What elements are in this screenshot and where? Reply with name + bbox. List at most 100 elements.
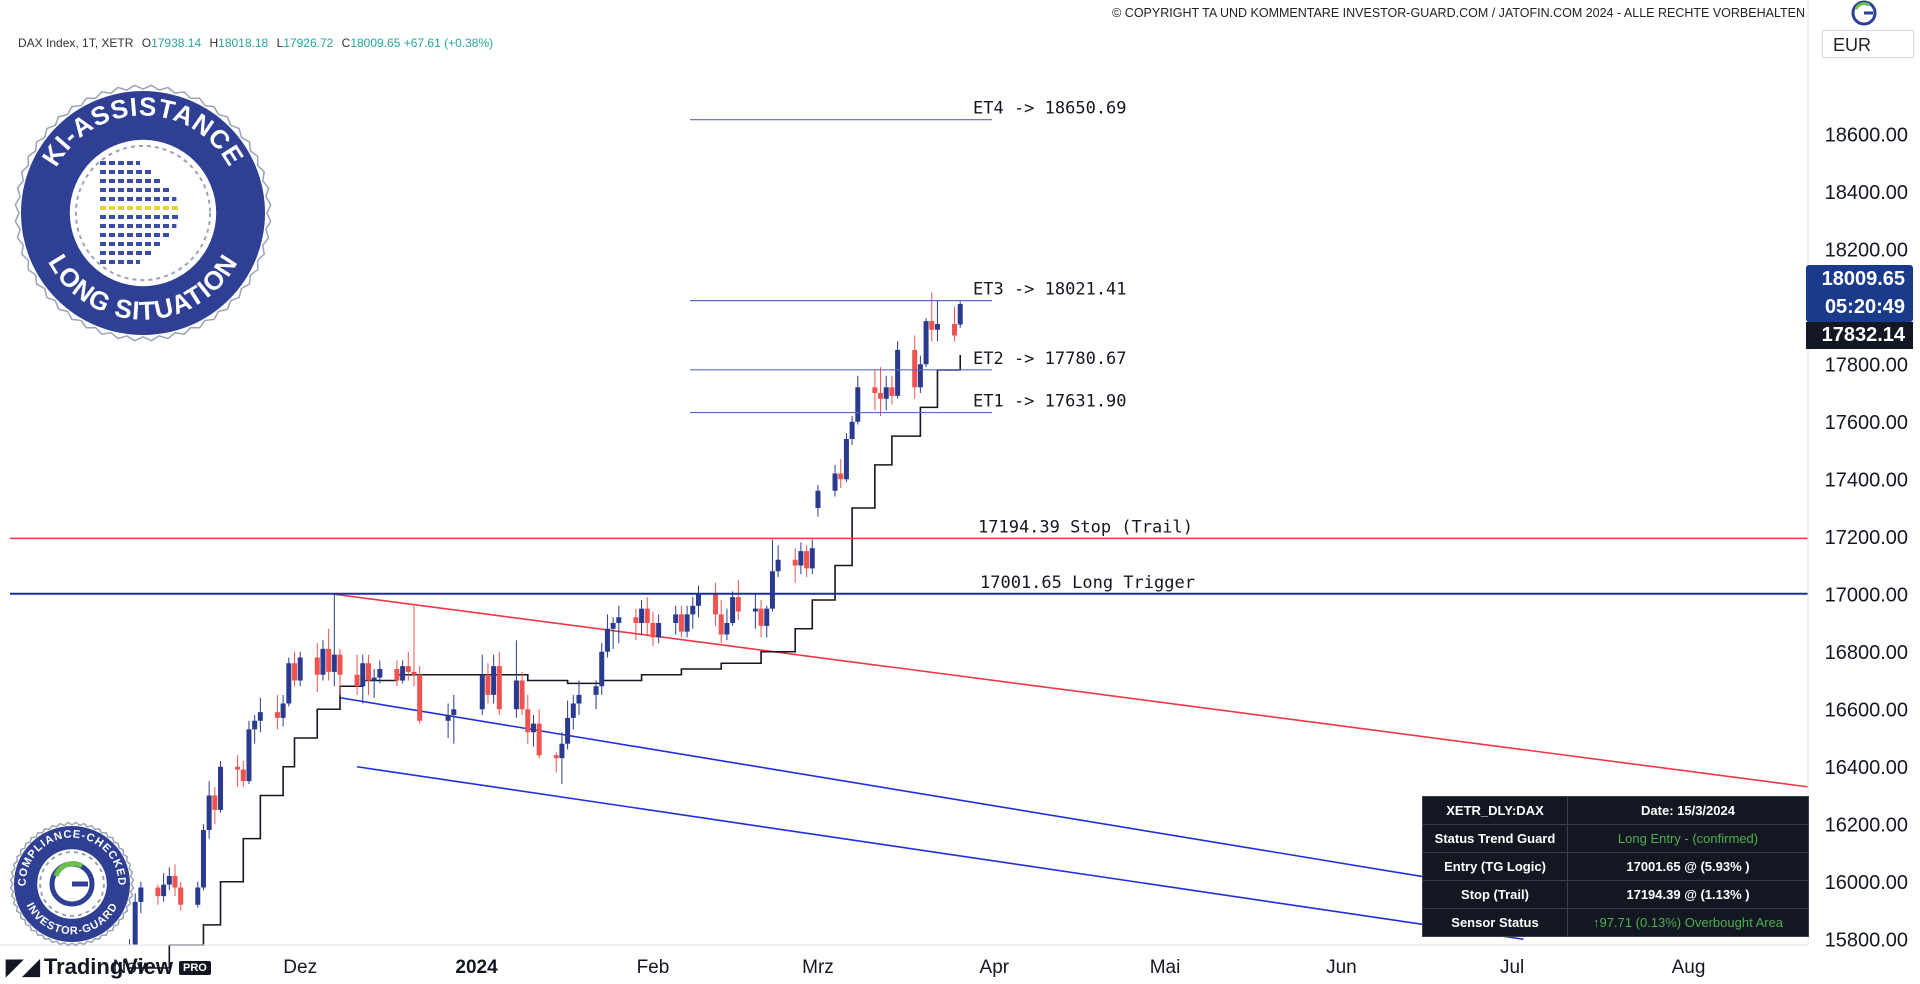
candle (752, 594, 758, 629)
price-tick-label: 16200.00 (1825, 814, 1908, 836)
level-label: ET3 -> 18021.41 (973, 280, 1127, 300)
candle (809, 539, 815, 575)
candle (479, 654, 485, 715)
currency-selector[interactable]: EUR (1822, 30, 1914, 58)
candle (218, 761, 224, 813)
tradingview-logo[interactable]: ◤◢ TradingView PRO (6, 954, 211, 980)
candle (929, 292, 935, 342)
candle-body (200, 830, 206, 888)
candle (138, 881, 144, 914)
candle-body (496, 666, 502, 710)
candle-body (178, 887, 184, 905)
candle (496, 651, 502, 715)
candle (240, 761, 246, 787)
candle-body (371, 677, 377, 681)
candle (365, 654, 371, 695)
candle (718, 600, 724, 644)
candle-body (633, 617, 639, 623)
trail-price-tag: 17832.14 (1806, 322, 1913, 349)
candle-body (883, 387, 889, 399)
candle (485, 663, 491, 704)
candle-body (895, 349, 901, 396)
candle-body (934, 324, 940, 330)
candle (735, 579, 741, 621)
candle (713, 582, 719, 626)
status-table: XETR_DLY:DAX Date: 15/3/2024 Status Tren… (1422, 796, 1809, 937)
candle-body (809, 548, 815, 569)
candle (337, 648, 343, 695)
price-tick-label: 16800.00 (1825, 642, 1908, 664)
candle-body (365, 663, 371, 681)
candle (530, 715, 536, 747)
candle-body (798, 551, 804, 566)
candle (775, 545, 781, 577)
candle-body (576, 694, 582, 704)
candle (553, 752, 559, 773)
candle (559, 732, 565, 784)
ohlc-legend: DAX Index, 1T, XETR O17938.14 H18018.18 … (18, 36, 493, 50)
candle-body (491, 666, 497, 695)
candle (656, 614, 662, 644)
change-value: +67.61 (+0.38%) (403, 36, 494, 50)
price-tick-label: 16400.00 (1825, 757, 1908, 779)
candle-body (843, 439, 849, 480)
candle-body (172, 876, 178, 888)
price-tick-label: 17600.00 (1825, 412, 1908, 434)
candle (536, 709, 542, 759)
status-label-symbol: XETR_DLY:DAX (1422, 796, 1568, 825)
candle (633, 608, 639, 641)
candle (673, 605, 679, 635)
candle (331, 594, 337, 687)
candle (286, 657, 292, 707)
time-tick-label: 2024 (455, 957, 498, 978)
candle-body (815, 490, 821, 508)
status-value-stop: 17194.39 @ (1.13% ) (1567, 880, 1809, 909)
candle (166, 867, 172, 891)
status-label-trend-guard: Status Trend Guard (1422, 824, 1568, 853)
candle-body (838, 473, 844, 480)
candle (952, 306, 958, 342)
price-tick-label: 17000.00 (1825, 584, 1908, 606)
candle-body (553, 755, 559, 759)
tradingview-pro-badge: PRO (179, 961, 211, 976)
status-value-trend-guard: Long Entry - (confirmed) (1567, 824, 1809, 853)
candle (172, 864, 178, 897)
candle (650, 611, 656, 646)
candle-body (320, 648, 326, 675)
candle-body (280, 703, 286, 718)
candle-body (451, 709, 457, 715)
candle-body (212, 795, 218, 810)
candle-body (166, 876, 172, 885)
price-tick-label: 18600.00 (1825, 124, 1908, 146)
candle-body (718, 614, 724, 635)
candle (690, 597, 696, 629)
candle-body (923, 321, 929, 365)
level-label: ET2 -> 17780.67 (973, 349, 1127, 369)
trailing-stop-line (129, 355, 962, 969)
close-label: C (341, 36, 351, 50)
candle (326, 628, 332, 681)
candle (405, 651, 411, 681)
candle (291, 651, 297, 687)
copyright-text: © COPYRIGHT TA UND KOMMENTARE INVESTOR-G… (1112, 6, 1805, 20)
candle-body (724, 623, 730, 635)
table-row: Status Trend Guard Long Entry - (confirm… (1422, 824, 1809, 853)
candle-body (246, 729, 252, 782)
candle-body (314, 657, 320, 675)
candle (155, 884, 161, 905)
candle (417, 666, 423, 724)
candle (297, 651, 303, 687)
candle (525, 694, 531, 744)
candle-body (604, 628, 610, 652)
candle-body (644, 608, 650, 623)
candle (923, 318, 929, 368)
candle (513, 640, 519, 718)
candle (957, 301, 963, 328)
candle (792, 548, 798, 583)
candle (934, 301, 940, 342)
candle (883, 375, 889, 411)
level-label: 17194.39 Stop (Trail) (978, 517, 1193, 537)
ki-assistance-badge-center (69, 139, 217, 287)
